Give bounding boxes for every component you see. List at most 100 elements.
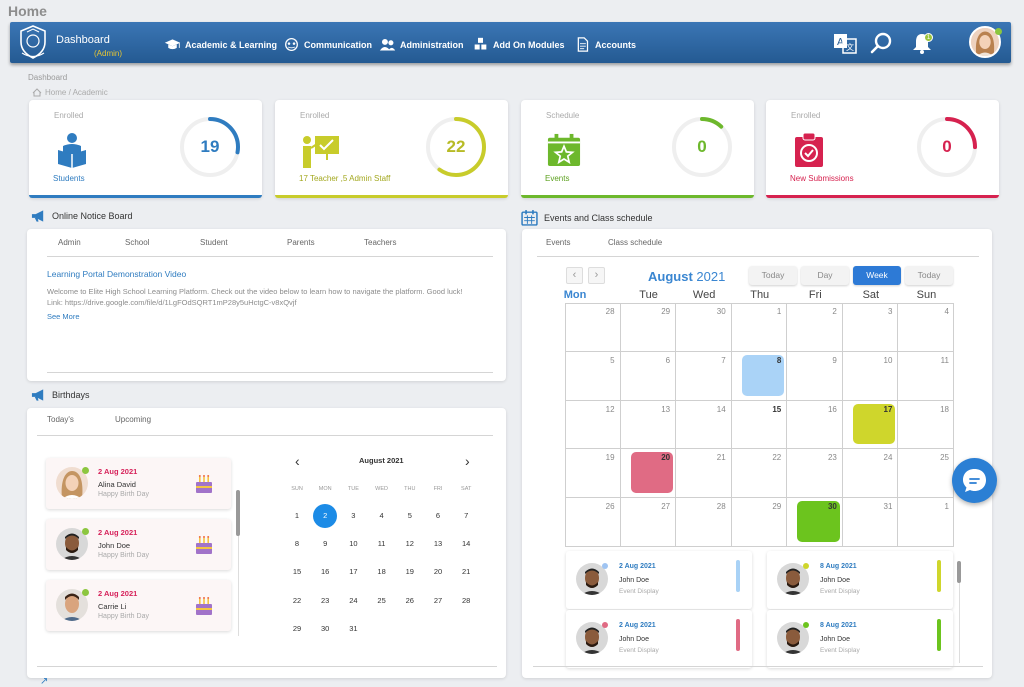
calendar-day-cell[interactable]: 16 [787,400,843,450]
event-item[interactable]: 8 Aug 2021 John Doe Event Display [767,551,953,609]
calendar-day-cell[interactable]: 30 [787,498,843,547]
event-item[interactable]: 2 Aug 2021 John Doe Event Display [566,551,752,609]
mini-calendar-day[interactable]: 23 [321,595,330,605]
mini-calendar-prev-button[interactable]: ‹ [295,453,300,469]
notice-item-title[interactable]: Learning Portal Demonstration Video [47,269,187,279]
mini-calendar-day[interactable]: 9 [323,539,328,549]
calendar-day-cell[interactable]: 5 [565,351,621,401]
calendar-day-cell[interactable]: 21 [676,449,732,499]
mini-calendar-day[interactable]: 7 [464,511,469,520]
calendar-day-cell[interactable]: 14 [676,400,732,450]
mini-calendar-day[interactable]: 24 [349,595,358,605]
event-item[interactable]: 8 Aug 2021 John Doe Event Display [767,610,953,668]
stat-card-staff[interactable]: Enrolled 17 Teacher ,5 Admin Staff 22 [275,100,508,198]
see-more-link[interactable]: See More [47,312,80,321]
breadcrumb-path[interactable]: Home / Academic [45,88,108,97]
mini-calendar-day[interactable]: 22 [292,595,302,605]
calendar-day-cell[interactable]: 25 [898,449,954,499]
event-item[interactable]: 2 Aug 2021 John Doe Event Display [566,610,752,668]
calendar-event-highlight[interactable] [852,403,896,445]
calendar-day-cell[interactable]: 23 [787,449,843,499]
tab-todays[interactable]: Today's [47,415,74,424]
calendar-day-cell[interactable]: 18 [898,401,954,450]
calendar-day-cell[interactable]: 8 [731,351,788,401]
tab-admin[interactable]: Admin [58,238,81,247]
mini-calendar-day[interactable]: 10 [349,539,358,549]
calendar-day-cell[interactable]: 15 [731,400,788,450]
view-today-button[interactable]: Today [749,266,797,285]
mini-calendar-day[interactable]: 12 [405,539,414,549]
stat-card-events[interactable]: Schedule Events 0 [521,100,754,198]
view-week-button[interactable]: Week [853,266,901,285]
calendar-day-cell[interactable]: 22 [731,449,788,499]
nav-academic-learning[interactable]: Academic & Learning [164,37,277,52]
calendar-event-highlight[interactable] [741,354,785,396]
calendar-day-cell[interactable]: 7 [676,351,732,401]
calendar-day-cell[interactable]: 24 [842,449,899,499]
nav-accounts[interactable]: Accounts [574,37,636,52]
home-icon[interactable] [32,88,42,97]
birthday-item[interactable]: 2 Aug 2021 John Doe Happy Birth Day [46,519,231,570]
view-day-button[interactable]: Day [801,266,849,285]
stat-card-students[interactable]: Enrolled Students 19 [29,100,262,198]
birthday-list-scrollbar[interactable] [236,490,240,536]
school-crest-logo[interactable] [16,24,50,60]
mini-calendar-day[interactable]: 30 [321,623,330,633]
calendar-day-cell[interactable]: 11 [898,352,954,401]
calendar-day-cell[interactable]: 6 [620,351,677,401]
mini-calendar-day[interactable]: 19 [405,567,414,577]
calendar-day-cell[interactable]: 3 [842,303,899,352]
mini-calendar-day[interactable]: 6 [435,511,441,520]
expand-arrow-icon[interactable]: ↗ [40,676,49,687]
calendar-day-cell[interactable]: 29 [620,303,677,352]
calendar-day-cell[interactable]: 26 [565,498,621,547]
mini-calendar-day[interactable]: 18 [377,567,386,577]
birthday-item[interactable]: 2 Aug 2021 Carrie Li Happy Birth Day [46,580,231,631]
mini-calendar-next-button[interactable]: › [465,453,470,469]
calendar-day-cell[interactable]: 4 [898,303,954,352]
tab-school[interactable]: School [125,238,150,247]
nav-add-on-modules[interactable]: Add On Modules [472,37,565,52]
mini-calendar-day[interactable]: 28 [462,595,471,605]
stat-card-submissions[interactable]: Enrolled New Submissions 0 [766,100,999,198]
birthday-item[interactable]: 2 Aug 2021 Alina David Happy Birth Day [46,458,231,509]
calendar-event-highlight[interactable] [797,501,840,542]
mini-calendar-day[interactable]: 13 [433,539,443,549]
calendar-day-cell[interactable]: 1 [731,303,788,352]
mini-calendar-selected-day[interactable]: 2 [312,504,338,528]
nav-administration[interactable]: Administration [379,37,464,52]
calendar-day-cell[interactable]: 2 [787,303,843,352]
mini-calendar-day[interactable]: 11 [377,539,386,549]
mini-calendar-day[interactable]: 31 [349,623,358,633]
search-icon[interactable] [870,31,894,55]
calendar-event-highlight[interactable] [630,452,674,494]
tab-events[interactable]: Events [546,238,571,247]
calendar-day-cell[interactable]: 27 [621,498,677,547]
mini-calendar-day[interactable]: 25 [377,595,386,605]
mini-calendar-day[interactable]: 21 [462,567,471,577]
view-today-button-2[interactable]: Today [905,266,953,285]
tab-class-schedule[interactable]: Class schedule [608,238,663,247]
calendar-day-cell[interactable]: 1 [944,502,949,512]
calendar-day-cell[interactable]: 17 [842,400,899,450]
calendar-prev-button[interactable]: ‹ [566,267,583,284]
calendar-day-cell[interactable]: 29 [732,498,788,547]
event-list-scrollbar[interactable] [957,561,961,583]
tab-upcoming[interactable]: Upcoming [115,415,152,424]
calendar-day-cell[interactable]: 19 [565,449,621,499]
calendar-day-cell[interactable]: 30 [676,303,732,352]
calendar-next-button[interactable]: › [588,267,605,284]
calendar-day-cell[interactable]: 28 [565,303,621,352]
calendar-day-cell[interactable]: 20 [620,449,677,499]
tab-teachers[interactable]: Teachers [364,238,397,247]
nav-communication[interactable]: Communication [283,37,372,52]
mini-calendar-day[interactable]: 8 [294,539,300,549]
mini-calendar-day[interactable]: 16 [321,567,330,577]
mini-calendar-day[interactable]: 17 [349,567,358,577]
mini-calendar-day[interactable]: 29 [292,623,302,633]
mini-calendar-day[interactable]: 20 [433,567,443,577]
mini-calendar-day[interactable]: 15 [292,567,302,577]
calendar-day-cell[interactable]: 31 [843,498,899,547]
calendar-day-cell[interactable]: 28 [676,498,732,547]
